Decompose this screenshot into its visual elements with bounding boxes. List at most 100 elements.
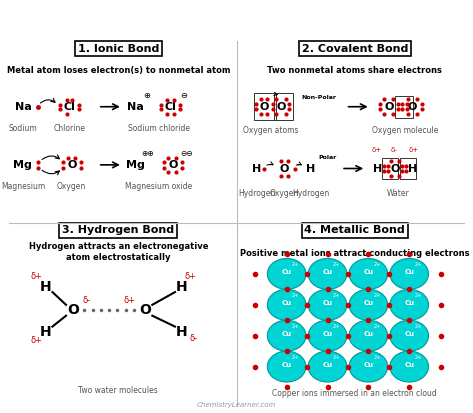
Text: 3. Hydrogen Bond: 3. Hydrogen Bond	[62, 225, 175, 235]
FancyArrowPatch shape	[40, 98, 55, 103]
Text: O: O	[384, 102, 394, 112]
Text: 2+: 2+	[374, 324, 381, 329]
Text: Cl: Cl	[165, 102, 176, 112]
Text: δ+: δ+	[185, 272, 197, 281]
Text: ⊖⊖: ⊖⊖	[180, 150, 193, 159]
Text: Cu: Cu	[323, 300, 333, 306]
Circle shape	[267, 259, 306, 290]
Text: H: H	[408, 164, 417, 173]
Text: Cu: Cu	[363, 362, 374, 368]
Text: Oxygen molecule: Oxygen molecule	[371, 126, 438, 135]
Text: H: H	[306, 164, 315, 173]
Circle shape	[349, 259, 388, 290]
Text: Types of Chemical Bonds: Types of Chemical Bonds	[131, 13, 342, 28]
Text: Cu: Cu	[323, 362, 333, 368]
Text: 2+: 2+	[374, 262, 381, 267]
Text: Chlorine: Chlorine	[53, 124, 86, 133]
Text: O: O	[140, 303, 151, 317]
Text: O: O	[276, 102, 286, 112]
Text: Na: Na	[127, 102, 144, 112]
FancyArrowPatch shape	[296, 162, 301, 165]
Text: 2+: 2+	[415, 293, 422, 298]
Text: H: H	[253, 164, 262, 173]
Circle shape	[308, 259, 347, 290]
Circle shape	[390, 351, 429, 382]
Text: Cu: Cu	[323, 269, 333, 275]
Text: Oxygen: Oxygen	[57, 182, 87, 191]
Text: Cu: Cu	[404, 331, 414, 337]
Text: Water: Water	[386, 190, 409, 198]
Text: Two nonmetal atoms share electrons: Two nonmetal atoms share electrons	[267, 66, 442, 75]
Text: O: O	[280, 164, 289, 173]
Text: δ+: δ+	[31, 336, 43, 345]
Text: δ+: δ+	[123, 296, 136, 305]
Circle shape	[267, 320, 306, 351]
Text: δ-: δ-	[189, 334, 197, 343]
Text: Cu: Cu	[281, 300, 292, 306]
Text: ⊖: ⊖	[181, 91, 188, 100]
FancyArrowPatch shape	[42, 155, 60, 159]
Text: Cu: Cu	[404, 300, 414, 306]
Text: Na: Na	[15, 102, 31, 112]
Text: 2+: 2+	[292, 293, 299, 298]
FancyArrowPatch shape	[267, 162, 273, 165]
Circle shape	[349, 320, 388, 351]
Text: Cu: Cu	[363, 331, 374, 337]
Text: Polar: Polar	[318, 155, 337, 160]
Text: Two water molecules: Two water molecules	[79, 386, 158, 395]
Text: ⊕⊕: ⊕⊕	[141, 150, 154, 159]
Circle shape	[267, 290, 306, 320]
Text: Magnesium oxide: Magnesium oxide	[125, 182, 193, 191]
Text: 2+: 2+	[333, 262, 340, 267]
Circle shape	[308, 351, 347, 382]
Circle shape	[308, 290, 347, 320]
Text: 2+: 2+	[374, 355, 381, 360]
Text: Hydrogen: Hydrogen	[292, 190, 329, 198]
Text: Hydrogen attracts an electronegative
atom electrostatically: Hydrogen attracts an electronegative ato…	[28, 242, 208, 262]
FancyArrowPatch shape	[42, 170, 60, 175]
Text: Cu: Cu	[363, 300, 374, 306]
Text: 2+: 2+	[292, 262, 299, 267]
Text: Cu: Cu	[281, 362, 292, 368]
Text: 2+: 2+	[333, 355, 340, 360]
Circle shape	[390, 259, 429, 290]
Text: ⊕: ⊕	[143, 91, 150, 100]
Circle shape	[390, 290, 429, 320]
Circle shape	[349, 290, 388, 320]
Text: δ-: δ-	[391, 147, 397, 153]
Text: Sodium chloride: Sodium chloride	[128, 124, 190, 133]
Text: O: O	[168, 160, 177, 170]
Text: O: O	[67, 160, 77, 170]
Text: 2+: 2+	[374, 293, 381, 298]
Text: 2+: 2+	[333, 324, 340, 329]
Text: Hydrogen: Hydrogen	[238, 190, 276, 198]
Circle shape	[308, 320, 347, 351]
Text: 2+: 2+	[333, 293, 340, 298]
Text: Mg: Mg	[13, 160, 32, 170]
Text: H: H	[40, 325, 52, 339]
Text: 2+: 2+	[292, 355, 299, 360]
Text: H: H	[176, 280, 188, 294]
Text: δ+: δ+	[371, 147, 381, 153]
Text: O: O	[67, 303, 79, 317]
Text: Metal atom loses electron(s) to nonmetal atom: Metal atom loses electron(s) to nonmetal…	[7, 66, 230, 75]
Text: H: H	[373, 164, 382, 173]
Text: δ+: δ+	[409, 147, 419, 153]
Text: Oxygen atoms: Oxygen atoms	[243, 126, 298, 135]
Text: 2+: 2+	[415, 324, 422, 329]
Text: Positive metal ions attract conducting electrons: Positive metal ions attract conducting e…	[240, 249, 470, 259]
Text: 1. Ionic Bond: 1. Ionic Bond	[78, 43, 159, 54]
Text: O: O	[259, 102, 269, 112]
Text: 4. Metallic Bond: 4. Metallic Bond	[304, 225, 405, 235]
Text: Cu: Cu	[404, 269, 414, 275]
Text: ChemistryLearner.com: ChemistryLearner.com	[197, 402, 276, 408]
Text: O: O	[408, 102, 417, 112]
Circle shape	[390, 320, 429, 351]
Text: δ-: δ-	[82, 296, 90, 305]
Text: Cu: Cu	[363, 269, 374, 275]
Text: Mg: Mg	[126, 160, 145, 170]
Text: Cu: Cu	[404, 362, 414, 368]
Text: Magnesium: Magnesium	[1, 182, 45, 191]
Text: Non-Polar: Non-Polar	[301, 95, 336, 100]
Circle shape	[267, 351, 306, 382]
